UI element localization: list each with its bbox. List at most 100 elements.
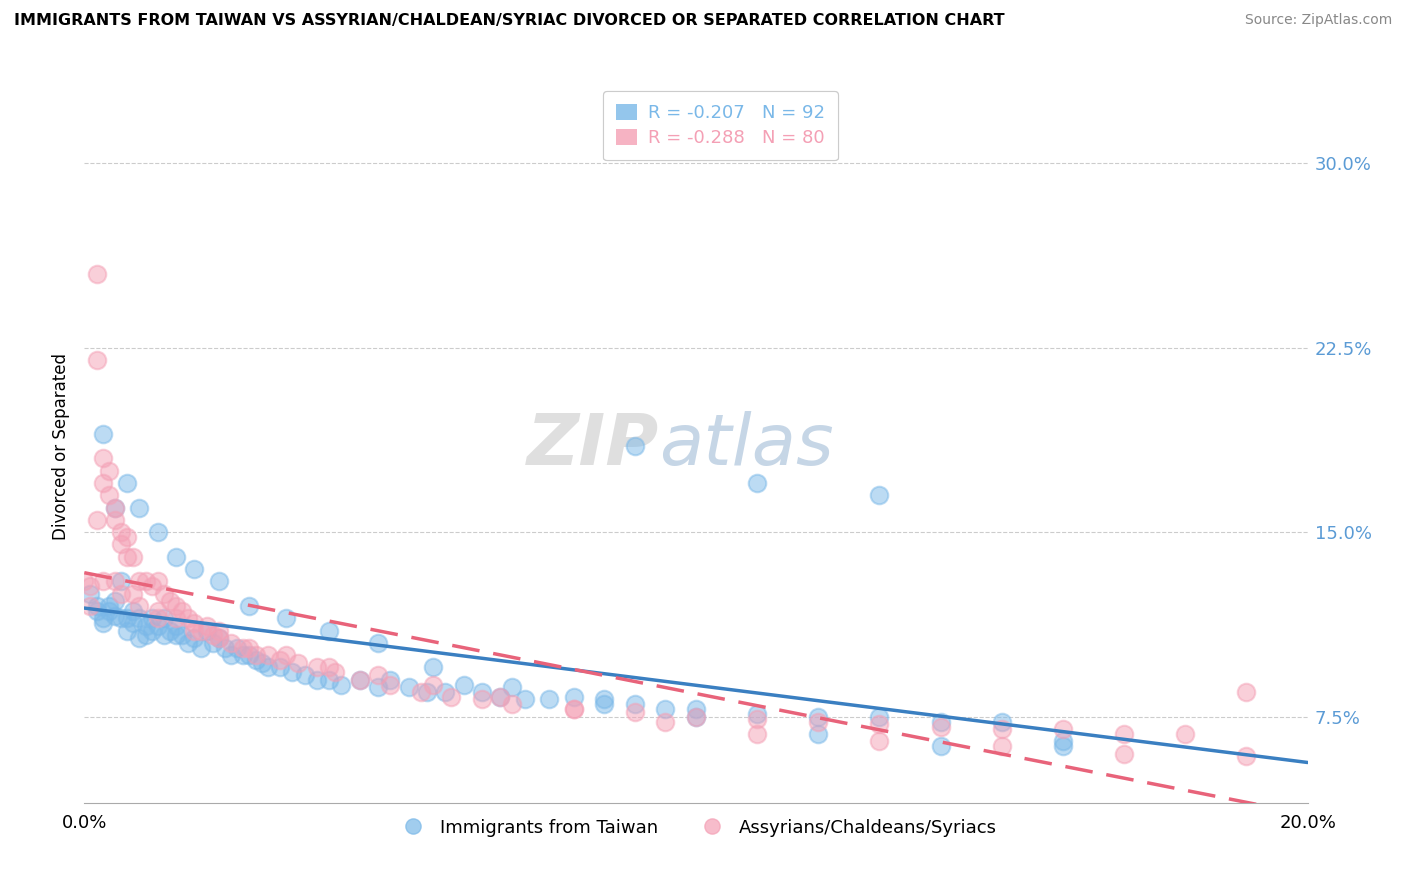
Point (929, 714, 952, 729)
Point (991, 714, 1014, 729)
Point (104, 500, 127, 515)
Point (165, 599, 187, 613)
Point (276, 648, 298, 662)
Point (104, 500, 127, 515)
Point (453, 678, 475, 692)
Point (141, 624, 163, 638)
Point (190, 640, 212, 655)
Point (115, 611, 138, 625)
Point (747, 475, 769, 490)
Point (654, 702, 676, 716)
Point (232, 640, 254, 655)
Point (367, 680, 389, 694)
Point (471, 685, 494, 699)
Point (257, 648, 280, 662)
Point (318, 624, 340, 638)
Point (929, 719, 952, 733)
Point (122, 616, 145, 631)
Point (380, 678, 402, 692)
Point (238, 640, 260, 655)
Point (104, 574, 127, 589)
Point (115, 624, 138, 638)
Point (128, 611, 150, 625)
Point (349, 673, 371, 687)
Point (226, 640, 249, 655)
Point (422, 660, 444, 674)
Point (135, 574, 157, 589)
Point (91, 574, 114, 589)
Point (208, 631, 231, 645)
Point (269, 660, 291, 674)
Point (172, 628, 194, 642)
Point (502, 680, 524, 694)
Point (323, 665, 346, 680)
Point (104, 594, 127, 608)
Point (991, 739, 1014, 754)
Point (1174, 727, 1197, 741)
Point (250, 656, 273, 670)
Point (97, 464, 120, 478)
Point (654, 714, 676, 729)
Point (146, 611, 169, 625)
Point (183, 562, 205, 576)
Point (294, 668, 316, 682)
Point (1236, 685, 1258, 699)
Point (146, 618, 169, 632)
Point (685, 709, 707, 723)
Point (183, 616, 205, 631)
Point (219, 648, 242, 662)
Point (593, 698, 616, 712)
Text: IMMIGRANTS FROM TAIWAN VS ASSYRIAN/CHALDEAN/SYRIAC DIVORCED OR SEPARATED CORRELA: IMMIGRANTS FROM TAIWAN VS ASSYRIAN/CHALD… (14, 13, 1005, 29)
Point (135, 628, 157, 642)
Point (807, 714, 830, 729)
Point (1114, 747, 1136, 761)
Point (128, 574, 150, 589)
Point (747, 707, 769, 722)
Point (195, 618, 218, 632)
Point (624, 439, 647, 453)
Point (86, 513, 108, 527)
Point (991, 722, 1014, 736)
Point (128, 500, 150, 515)
Text: atlas: atlas (659, 411, 834, 481)
Point (1052, 722, 1074, 736)
Point (86, 267, 108, 281)
Point (380, 673, 402, 687)
Y-axis label: Divorced or Separated: Divorced or Separated (52, 352, 70, 540)
Point (238, 648, 260, 662)
Point (869, 717, 891, 731)
Point (276, 611, 298, 625)
Point (159, 624, 181, 638)
Point (929, 739, 952, 754)
Point (146, 574, 169, 589)
Point (398, 680, 420, 694)
Point (869, 709, 891, 723)
Point (73, 574, 96, 589)
Point (86, 604, 108, 618)
Point (489, 690, 512, 704)
Point (165, 618, 187, 632)
Point (190, 624, 212, 638)
Point (91, 426, 114, 441)
Point (330, 678, 353, 692)
Point (97, 599, 120, 613)
Point (305, 660, 328, 674)
Point (110, 537, 132, 551)
Point (471, 692, 494, 706)
Text: ZIP: ZIP (527, 411, 659, 481)
Point (79, 599, 101, 613)
Point (97, 604, 120, 618)
Point (153, 628, 176, 642)
Point (208, 624, 231, 638)
Point (869, 488, 891, 502)
Point (86, 599, 108, 613)
Point (91, 451, 114, 466)
Point (79, 579, 101, 593)
Legend: Immigrants from Taiwan, Assyrians/Chaldeans/Syriacs: Immigrants from Taiwan, Assyrians/Chalde… (388, 812, 1004, 844)
Point (367, 668, 389, 682)
Point (624, 705, 647, 719)
Point (165, 628, 187, 642)
Point (593, 692, 616, 706)
Point (115, 549, 138, 564)
Point (128, 631, 150, 645)
